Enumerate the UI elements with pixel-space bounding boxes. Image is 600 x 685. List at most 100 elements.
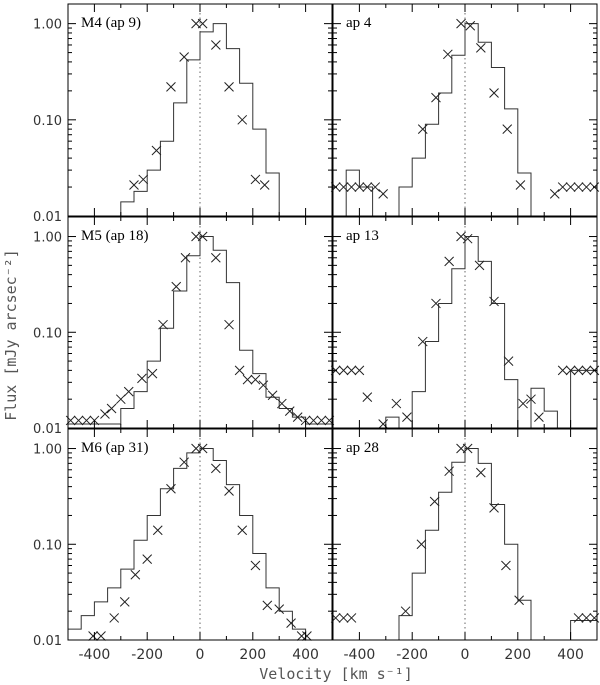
data-marker [210, 463, 221, 474]
data-marker [429, 496, 440, 507]
data-marker [224, 319, 234, 330]
data-marker [237, 525, 248, 536]
histogram-series [68, 448, 332, 640]
data-marker [431, 298, 441, 309]
data-marker [549, 188, 560, 199]
data-marker [338, 182, 349, 192]
data-marker [119, 597, 130, 607]
x-tick-label: -400 [344, 647, 376, 663]
y-axis-label: Flux [mJy arcsec⁻²] [2, 249, 20, 421]
data-marker [151, 145, 162, 156]
x-tick-label: 200 [239, 647, 266, 663]
data-marker [210, 40, 221, 50]
data-marker [166, 82, 176, 92]
data-marker [250, 174, 261, 185]
data-marker [152, 525, 163, 536]
data-marker [166, 483, 176, 494]
data-marker [378, 188, 389, 199]
y-tick-label: 0.01 [33, 422, 62, 437]
data-marker [557, 365, 568, 376]
panel: 0.01 0.10 1.00 M6 (ap 31) [33, 428, 333, 649]
histogram-series [68, 23, 332, 216]
data-marker [565, 182, 576, 192]
data-marker [259, 180, 270, 190]
data-marker [462, 233, 473, 244]
data-marker [262, 600, 273, 611]
panel-title: ap 4 [346, 15, 372, 31]
data-marker [106, 403, 117, 414]
data-marker [316, 415, 327, 426]
y-tick-label: 1.00 [33, 231, 62, 246]
data-marker [338, 613, 349, 623]
panel: ap 4 [330, 3, 600, 217]
histogram-series [333, 23, 597, 216]
data-marker [489, 88, 499, 98]
panel-title: M4 (ap 9) [81, 15, 141, 31]
data-marker [378, 419, 389, 429]
x-tick-label: 400 [557, 647, 584, 663]
data-marker [444, 466, 455, 477]
data-marker [96, 631, 106, 641]
data-marker [346, 613, 357, 623]
panel-title: ap 13 [346, 228, 379, 244]
data-marker [573, 365, 584, 376]
data-marker [518, 398, 528, 409]
data-marker [557, 182, 568, 192]
data-marker [137, 373, 147, 384]
panel-frame [67, 216, 333, 429]
histogram-series [333, 448, 597, 640]
data-marker [581, 613, 592, 623]
data-marker [147, 368, 158, 379]
y-tick-label: 0.10 [33, 114, 62, 129]
data-marker [130, 569, 141, 580]
data-marker [526, 394, 536, 405]
panel: ap 13 [330, 216, 600, 429]
data-marker [370, 182, 381, 192]
data-marker [224, 82, 234, 92]
data-marker [400, 606, 411, 617]
data-marker [142, 554, 153, 564]
panel-title: M5 (ap 18) [81, 228, 149, 244]
data-marker [444, 256, 455, 267]
data-marker [501, 560, 511, 571]
data-marker [515, 180, 526, 190]
panel-frame [332, 216, 598, 429]
data-marker [391, 398, 402, 409]
data-marker [109, 613, 120, 623]
data-marker [573, 613, 584, 623]
data-marker [465, 20, 476, 31]
data-marker [308, 415, 319, 426]
data-marker [489, 296, 499, 307]
panel-frame [332, 3, 598, 217]
data-marker [456, 231, 466, 242]
x-tick-label: -200 [131, 647, 163, 663]
data-marker [581, 182, 592, 192]
data-marker [180, 252, 191, 263]
histogram-series [68, 236, 332, 425]
data-marker [158, 319, 168, 330]
panel-grid: 0.01 0.10 1.00 M4 (ap 9) ap 4 0.01 0.10 1.00 M5 … [33, 3, 600, 663]
x-tick-label: 400 [292, 647, 319, 663]
data-marker [123, 386, 134, 397]
data-marker [115, 394, 126, 405]
x-axis-label: Velocity [km s⁻¹] [259, 665, 413, 683]
data-marker [431, 92, 441, 103]
data-marker [197, 18, 208, 29]
x-tick-label: 0 [461, 647, 470, 663]
data-marker [292, 412, 303, 422]
data-marker [573, 182, 584, 192]
data-marker [138, 174, 149, 185]
data-marker [402, 412, 412, 422]
data-marker [284, 406, 295, 416]
data-marker [456, 18, 466, 29]
data-marker [286, 618, 296, 628]
data-marker [475, 42, 486, 53]
data-marker [88, 631, 98, 641]
data-marker [179, 457, 190, 468]
data-marker [442, 49, 453, 60]
data-marker [258, 380, 269, 391]
data-marker [346, 182, 357, 192]
data-marker [362, 182, 373, 192]
x-tick-label: 0 [196, 647, 205, 663]
